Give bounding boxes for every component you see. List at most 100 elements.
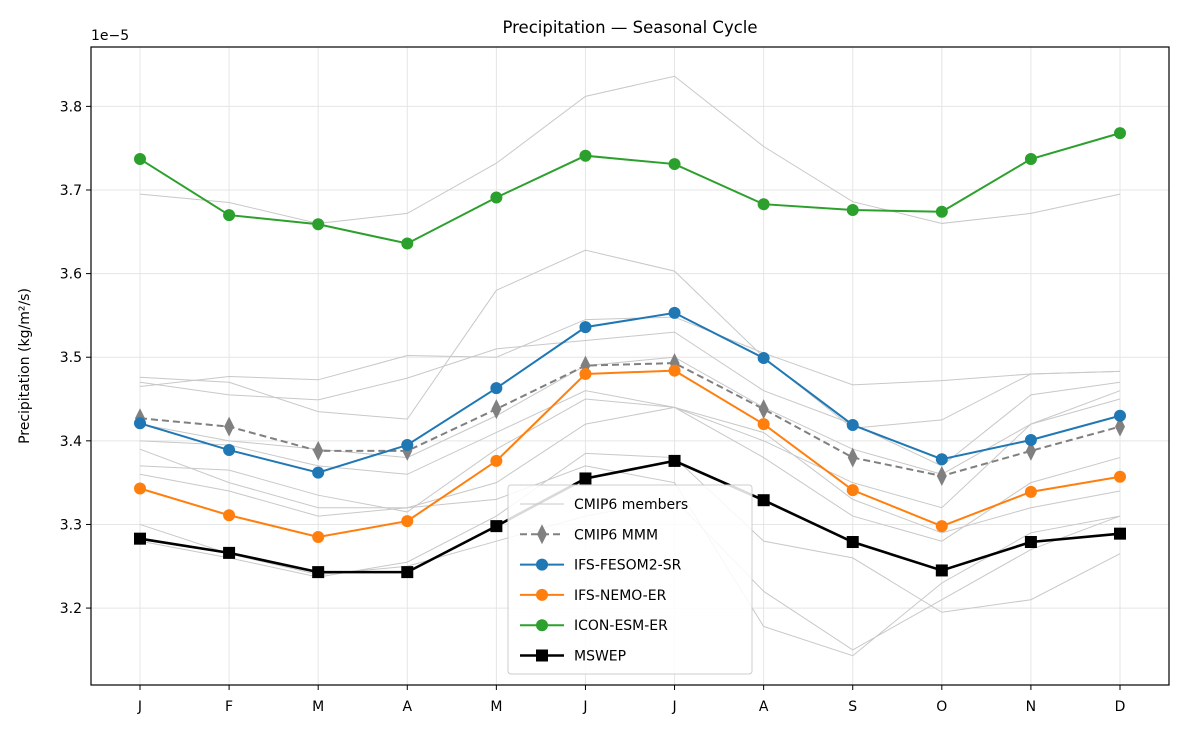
- ifs-fesom2-sr-point: [223, 444, 236, 457]
- y-tick-label: 3.3: [60, 517, 82, 533]
- legend-label-members: CMIP6 members: [574, 497, 688, 513]
- cmip6-member-line: [139, 448, 1121, 657]
- cmip6-member-line: [139, 75, 1121, 224]
- ifs-nemo-er-point: [1114, 470, 1126, 483]
- cmip6-mmm-line: [139, 362, 1121, 477]
- x-tick-label: D: [1115, 699, 1126, 715]
- x-tick-label: F: [225, 699, 233, 715]
- cmip6-mmm-point: [313, 440, 324, 461]
- legend-label: CMIP6 MMM: [574, 527, 658, 543]
- legend-swatch-marker: [536, 588, 548, 601]
- series-mswep: [134, 454, 1126, 579]
- x-tick-label: A: [402, 699, 412, 715]
- ifs-fesom2-sr-point: [579, 321, 592, 334]
- ifs-nemo-er-point: [490, 454, 503, 467]
- ifs-fesom2-sr-point: [668, 306, 681, 319]
- cmip6-member-line: [139, 249, 1121, 429]
- ifs-fesom2-sr-point: [757, 352, 770, 365]
- series-ifs-nemo-er: [134, 364, 1126, 543]
- ifs-fesom2-sr-point: [312, 466, 325, 479]
- x-tick-label: A: [759, 699, 769, 715]
- ifs-nemo-er-point: [846, 484, 859, 497]
- x-tick-label: N: [1026, 699, 1036, 715]
- icon-esm-er-point: [312, 218, 325, 231]
- mswep-point: [1114, 527, 1126, 540]
- mswep-point: [1024, 536, 1037, 549]
- y-tick-label: 3.8: [60, 99, 82, 115]
- ifs-fesom2-sr-point: [490, 382, 503, 395]
- mswep-point: [490, 520, 503, 533]
- x-tick-label: M: [312, 699, 324, 715]
- cmip6-mmm-point: [1025, 440, 1036, 461]
- cmip6-member-line: [139, 316, 1121, 387]
- icon-esm-er-point: [579, 149, 592, 162]
- mswep-point: [401, 566, 414, 579]
- icon-esm-er-point: [223, 209, 236, 222]
- ifs-nemo-er-point: [757, 418, 770, 431]
- cmip6-member-line: [139, 452, 1121, 613]
- ifs-fesom2-sr-point: [935, 453, 948, 466]
- ifs-fesom2-sr-line: [139, 311, 1121, 474]
- legend: CMIP6 members CMIP6 MMM IFS-FESOM2-SR IFS-N…: [507, 484, 753, 675]
- legend-label: IFS-NEMO-ER: [574, 588, 667, 604]
- ifs-nemo-er-point: [668, 364, 681, 377]
- mswep-point: [757, 494, 770, 507]
- ifs-nemo-er-point: [1024, 485, 1037, 498]
- ifs-nemo-er-line: [139, 369, 1121, 539]
- mswep-line: [139, 459, 1121, 574]
- icon-esm-er-point: [134, 153, 146, 166]
- cmip6-mmm-point: [758, 399, 769, 420]
- ifs-fesom2-sr-point: [134, 417, 146, 430]
- ifs-nemo-er-point: [312, 530, 325, 543]
- x-tick-label: S: [848, 699, 857, 715]
- x-tick-label: O: [936, 699, 947, 715]
- y-offset-label: 1e−5: [91, 28, 129, 44]
- icon-esm-er-point: [1024, 153, 1037, 166]
- cmip6-members: [139, 75, 1121, 657]
- mswep-point: [223, 546, 236, 559]
- legend-swatch-marker: [536, 619, 548, 632]
- legend-swatch-marker: [536, 558, 548, 571]
- cmip6-mmm-point: [936, 465, 947, 486]
- x-tick-label: J: [582, 699, 587, 715]
- legend-box: [507, 484, 753, 675]
- legend-swatch-marker: [536, 649, 548, 662]
- mswep-point: [668, 454, 681, 467]
- cmip6-mmm-point: [847, 447, 858, 468]
- ifs-nemo-er-point: [579, 367, 592, 380]
- ifs-fesom2-sr-point: [846, 418, 859, 431]
- y-axis-label: Precipitation (kg/m²/s): [17, 288, 33, 444]
- series-icon-esm-er: [134, 127, 1126, 250]
- icon-esm-er-point: [935, 205, 948, 218]
- y-tick-label: 3.2: [60, 601, 82, 617]
- series-ifs-fesom2-sr: [134, 306, 1126, 479]
- icon-esm-er-point: [846, 204, 859, 217]
- ifs-nemo-er-point: [223, 509, 236, 522]
- cmip6-member-line: [139, 390, 1121, 509]
- icon-esm-er-point: [401, 237, 414, 250]
- cmip6-member-line: [139, 398, 1121, 542]
- ifs-nemo-er-point: [935, 520, 948, 533]
- ifs-nemo-er-point: [401, 515, 414, 528]
- x-tick-label: J: [137, 699, 142, 715]
- y-tick-label: 3.7: [60, 183, 82, 199]
- icon-esm-er-point: [757, 198, 770, 211]
- y-tick-label: 3.6: [60, 267, 82, 283]
- ifs-fesom2-sr-point: [401, 439, 414, 452]
- series-group: [134, 127, 1126, 579]
- legend-label: ICON-ESM-ER: [574, 618, 668, 634]
- y-tick-label: 3.5: [60, 350, 82, 366]
- ifs-fesom2-sr-point: [1024, 434, 1037, 447]
- cmip6-mmm-point: [224, 416, 235, 437]
- mswep-point: [846, 536, 859, 549]
- mswep-point: [935, 564, 948, 577]
- mswep-point: [579, 472, 592, 485]
- plot-frame: [90, 46, 1170, 686]
- icon-esm-er-point: [490, 191, 503, 204]
- x-tick-label: J: [671, 699, 676, 715]
- mswep-point: [134, 532, 146, 545]
- x-tick-label: M: [490, 699, 502, 715]
- y-tick-label: 3.4: [60, 434, 82, 450]
- cmip6-member-line: [139, 406, 1121, 534]
